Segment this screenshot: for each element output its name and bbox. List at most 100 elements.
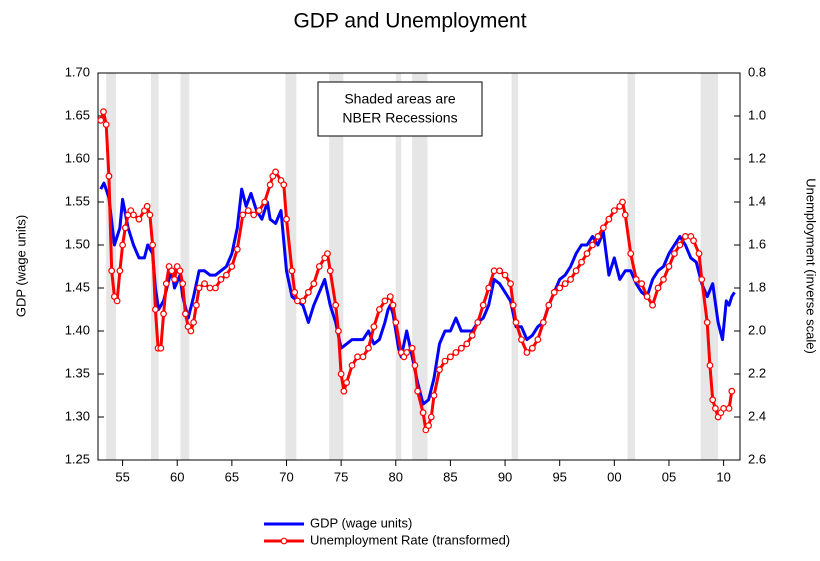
series-marker	[239, 211, 247, 219]
series-marker	[501, 271, 509, 279]
series-marker	[266, 181, 274, 189]
series-marker	[490, 267, 498, 275]
series-marker	[654, 284, 662, 292]
series-marker	[135, 215, 143, 223]
series-marker	[496, 267, 503, 275]
x-tick-label: 95	[552, 469, 566, 484]
series-marker	[171, 276, 178, 283]
annotation-text: Shaded areas are	[344, 91, 456, 107]
series-marker	[539, 319, 547, 326]
series-marker	[414, 387, 422, 395]
series-marker	[105, 172, 113, 180]
series-marker	[121, 224, 129, 232]
x-tick-label: 60	[170, 469, 184, 484]
series-marker	[119, 241, 126, 249]
recession-band	[700, 73, 719, 460]
series-marker	[583, 250, 591, 258]
series-marker	[255, 207, 263, 215]
series-marker	[518, 336, 525, 344]
y2-tick-label: 2.4	[748, 408, 766, 423]
chart-title: GDP and Unemployment	[293, 10, 526, 33]
series-marker	[97, 116, 105, 124]
series-marker	[381, 297, 389, 305]
series-marker	[315, 263, 323, 270]
series-marker	[572, 267, 580, 275]
series-marker	[485, 284, 493, 292]
series-marker	[116, 267, 124, 275]
plot-frame	[97, 72, 741, 461]
series-marker	[594, 232, 602, 240]
series-marker	[272, 168, 279, 176]
series-marker	[261, 198, 269, 206]
series-marker	[250, 211, 258, 219]
series-marker	[332, 301, 340, 309]
series-marker	[419, 409, 427, 417]
series-marker	[375, 306, 383, 313]
series-marker	[143, 202, 151, 210]
series-marker	[157, 344, 165, 352]
series-marker	[108, 267, 116, 275]
series-marker	[102, 121, 110, 128]
series-marker	[195, 284, 203, 292]
series-marker	[212, 284, 219, 292]
y2-tick-label: 2.6	[748, 451, 766, 466]
x-tick-label: 85	[443, 469, 457, 484]
legend-marker	[280, 537, 288, 545]
series-marker	[512, 319, 520, 326]
series-marker	[660, 276, 667, 283]
x-tick-label: 10	[716, 469, 730, 484]
series-marker	[389, 301, 397, 309]
series-marker	[100, 108, 107, 116]
series-marker	[556, 284, 564, 292]
series-marker	[479, 301, 487, 309]
x-tick-label: 75	[334, 469, 348, 484]
y2-tick-label: 2.0	[748, 322, 766, 337]
series-marker	[130, 211, 137, 219]
x-tick-label: 05	[662, 469, 676, 484]
y-tick-label: 1.60	[65, 150, 90, 165]
series-marker	[168, 267, 176, 275]
series-marker	[340, 387, 348, 395]
series-marker	[201, 280, 208, 288]
recession-band	[511, 73, 519, 460]
series-marker	[578, 258, 585, 266]
series-marker	[151, 306, 159, 313]
series-marker	[348, 362, 356, 369]
series-marker	[179, 280, 187, 288]
series-marker	[299, 297, 307, 305]
series-marker	[534, 336, 542, 344]
series-marker	[706, 362, 714, 369]
x-tick-label: 65	[225, 469, 239, 484]
series-marker	[720, 405, 728, 412]
series-marker	[222, 271, 230, 279]
y-tick-label: 1.55	[65, 193, 90, 208]
series-marker	[233, 245, 241, 253]
y-tick-label: 1.50	[65, 236, 90, 251]
series-marker	[665, 263, 673, 270]
plot-area	[97, 72, 741, 466]
series-marker	[463, 340, 471, 348]
series-marker	[304, 288, 312, 296]
y-tick-label: 1.25	[65, 451, 90, 466]
y-tick-label: 1.65	[65, 107, 90, 122]
series-marker	[324, 250, 331, 258]
annotation-box	[317, 81, 483, 137]
series-marker	[725, 405, 733, 412]
series-marker	[425, 422, 432, 430]
y-tick-label: 1.45	[65, 279, 90, 294]
series-marker	[676, 241, 684, 249]
series-marker	[690, 237, 697, 245]
y-tick-label: 1.40	[65, 322, 90, 337]
series-marker	[619, 198, 626, 206]
series-marker	[468, 331, 476, 339]
legend-label: GDP (wage units)	[310, 515, 412, 530]
series-marker	[228, 263, 236, 270]
series-marker	[545, 301, 553, 309]
series-marker	[712, 405, 719, 412]
series-marker	[176, 267, 184, 275]
series-marker	[288, 267, 296, 275]
series-marker	[370, 323, 378, 331]
series-marker	[452, 349, 460, 356]
x-tick-label: 00	[607, 469, 621, 484]
series-marker	[190, 319, 198, 326]
